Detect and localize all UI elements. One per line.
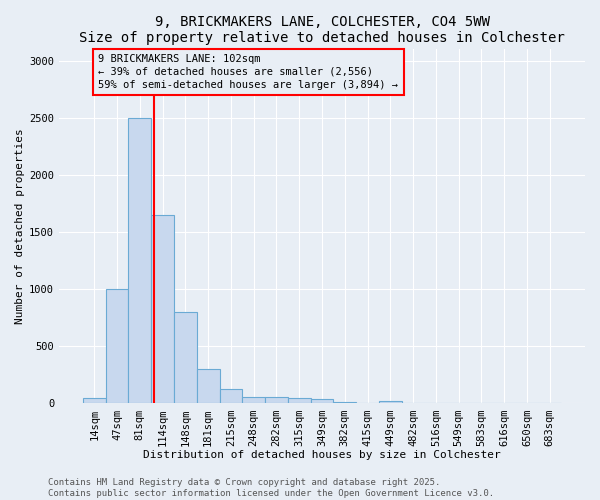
Bar: [379, 401, 402, 404]
Bar: [265, 397, 288, 404]
Bar: [242, 396, 265, 404]
X-axis label: Distribution of detached houses by size in Colchester: Distribution of detached houses by size …: [143, 450, 501, 460]
Bar: [334, 402, 356, 404]
Bar: [83, 398, 106, 404]
Bar: [151, 215, 174, 404]
Bar: [197, 369, 220, 404]
Bar: [106, 288, 128, 404]
Bar: [220, 388, 242, 404]
Bar: [174, 312, 197, 404]
Text: Contains HM Land Registry data © Crown copyright and database right 2025.
Contai: Contains HM Land Registry data © Crown c…: [48, 478, 494, 498]
Title: 9, BRICKMAKERS LANE, COLCHESTER, CO4 5WW
Size of property relative to detached h: 9, BRICKMAKERS LANE, COLCHESTER, CO4 5WW…: [79, 15, 565, 45]
Bar: [311, 400, 334, 404]
Text: 9 BRICKMAKERS LANE: 102sqm
← 39% of detached houses are smaller (2,556)
59% of s: 9 BRICKMAKERS LANE: 102sqm ← 39% of deta…: [98, 54, 398, 90]
Y-axis label: Number of detached properties: Number of detached properties: [15, 128, 25, 324]
Bar: [288, 398, 311, 404]
Bar: [128, 118, 151, 404]
